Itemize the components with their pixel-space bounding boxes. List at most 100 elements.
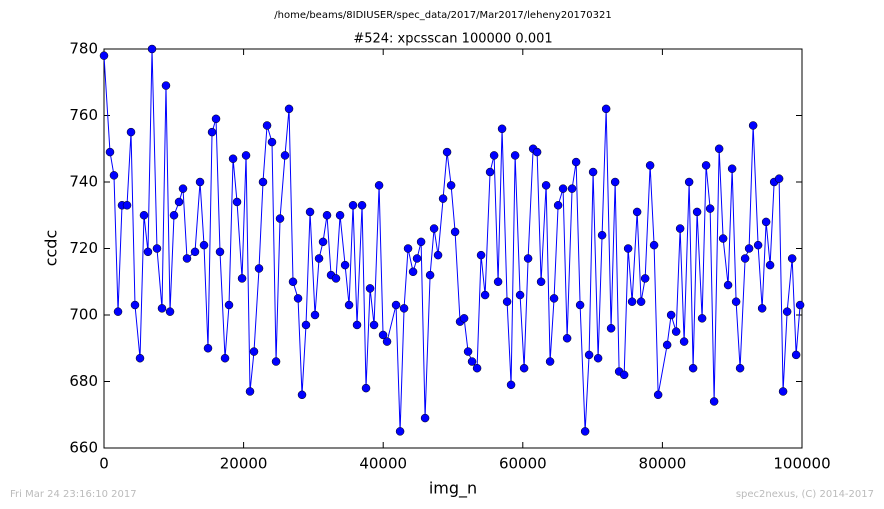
data-point bbox=[709, 397, 719, 406]
data-point bbox=[791, 350, 801, 360]
plot-frame bbox=[103, 48, 803, 449]
data-point bbox=[697, 314, 707, 323]
data-point bbox=[340, 260, 350, 270]
data-point bbox=[305, 207, 315, 217]
data-point bbox=[147, 44, 157, 54]
data-point bbox=[545, 357, 555, 366]
data-point bbox=[705, 204, 715, 213]
data-point bbox=[139, 211, 149, 220]
x-tick-label: 60000 bbox=[499, 455, 547, 473]
data-point bbox=[731, 297, 741, 306]
data-point bbox=[536, 277, 546, 286]
data-point bbox=[220, 353, 230, 363]
data-point bbox=[597, 230, 607, 240]
data-point bbox=[485, 167, 495, 177]
data-point bbox=[761, 217, 771, 227]
data-point bbox=[519, 363, 529, 373]
y-tick-label: 720 bbox=[69, 239, 98, 257]
data-point bbox=[335, 211, 345, 220]
data-point bbox=[228, 154, 238, 163]
data-point bbox=[523, 254, 533, 263]
data-point bbox=[442, 147, 452, 157]
data-point bbox=[224, 300, 234, 310]
data-point bbox=[727, 164, 737, 173]
data-point bbox=[593, 353, 603, 363]
data-point bbox=[575, 300, 585, 310]
data-point bbox=[446, 181, 456, 190]
data-point bbox=[684, 177, 694, 187]
data-point bbox=[472, 363, 482, 373]
suptitle: /home/beams/8IDIUSER/spec_data/2017/Mar2… bbox=[274, 10, 611, 21]
data-point bbox=[161, 81, 171, 90]
data-point bbox=[378, 330, 388, 340]
data-point bbox=[541, 181, 551, 190]
data-point bbox=[571, 157, 581, 167]
data-point bbox=[122, 201, 132, 210]
data-point bbox=[489, 151, 499, 160]
data-point bbox=[701, 161, 711, 170]
data-point bbox=[580, 427, 590, 436]
data-point bbox=[169, 211, 179, 220]
y-tick-label: 660 bbox=[69, 439, 98, 457]
data-point bbox=[782, 307, 792, 316]
y-tick-label: 680 bbox=[69, 372, 98, 390]
data-point bbox=[369, 320, 379, 330]
data-point bbox=[588, 167, 598, 177]
data-point bbox=[352, 320, 362, 330]
data-point bbox=[433, 250, 443, 260]
data-point bbox=[232, 197, 242, 207]
data-point bbox=[459, 314, 469, 323]
data-point bbox=[284, 104, 294, 114]
x-tick-label: 20000 bbox=[220, 455, 268, 473]
data-point bbox=[357, 201, 367, 210]
data-point bbox=[463, 347, 473, 356]
data-point bbox=[765, 260, 775, 270]
data-point bbox=[344, 300, 354, 310]
data-point bbox=[653, 390, 663, 400]
data-point bbox=[241, 151, 251, 160]
data-point bbox=[420, 413, 430, 423]
data-point bbox=[416, 237, 426, 247]
data-point bbox=[215, 247, 225, 257]
data-point bbox=[99, 51, 109, 60]
data-point bbox=[606, 324, 616, 333]
data-point bbox=[502, 297, 512, 306]
data-point bbox=[740, 254, 750, 263]
data-point bbox=[113, 307, 123, 316]
data-point bbox=[753, 240, 763, 250]
data-point bbox=[662, 340, 672, 350]
data-point bbox=[211, 114, 221, 124]
data-point bbox=[493, 277, 503, 286]
data-point bbox=[795, 300, 805, 310]
data-point bbox=[757, 304, 767, 313]
data-point bbox=[584, 350, 594, 360]
data-point bbox=[714, 144, 724, 153]
y-tick-label: 700 bbox=[69, 306, 98, 324]
data-point bbox=[425, 270, 435, 280]
data-point bbox=[627, 297, 637, 306]
data-point bbox=[787, 254, 797, 263]
data-point bbox=[506, 380, 516, 390]
data-point bbox=[271, 357, 281, 366]
data-point bbox=[679, 337, 689, 346]
data-point bbox=[640, 274, 650, 283]
data-point bbox=[675, 224, 685, 233]
data-point bbox=[374, 181, 384, 190]
data-point bbox=[254, 264, 264, 273]
x-axis-label: img_n bbox=[429, 479, 477, 499]
data-point bbox=[688, 363, 698, 373]
data-point bbox=[203, 344, 213, 353]
data-point bbox=[748, 121, 758, 130]
y-tick-label: 740 bbox=[69, 173, 98, 191]
data-point bbox=[619, 370, 629, 380]
data-point bbox=[331, 274, 341, 283]
data-point bbox=[391, 300, 401, 310]
data-point bbox=[532, 147, 542, 157]
data-point bbox=[450, 227, 460, 237]
data-point bbox=[178, 184, 188, 193]
data-point bbox=[174, 197, 184, 207]
x-tick-label: 100000 bbox=[773, 455, 830, 473]
data-point bbox=[207, 127, 217, 137]
data-point bbox=[735, 363, 745, 373]
